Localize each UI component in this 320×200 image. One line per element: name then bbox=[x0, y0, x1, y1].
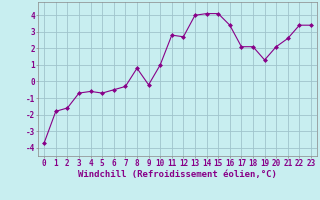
X-axis label: Windchill (Refroidissement éolien,°C): Windchill (Refroidissement éolien,°C) bbox=[78, 170, 277, 179]
